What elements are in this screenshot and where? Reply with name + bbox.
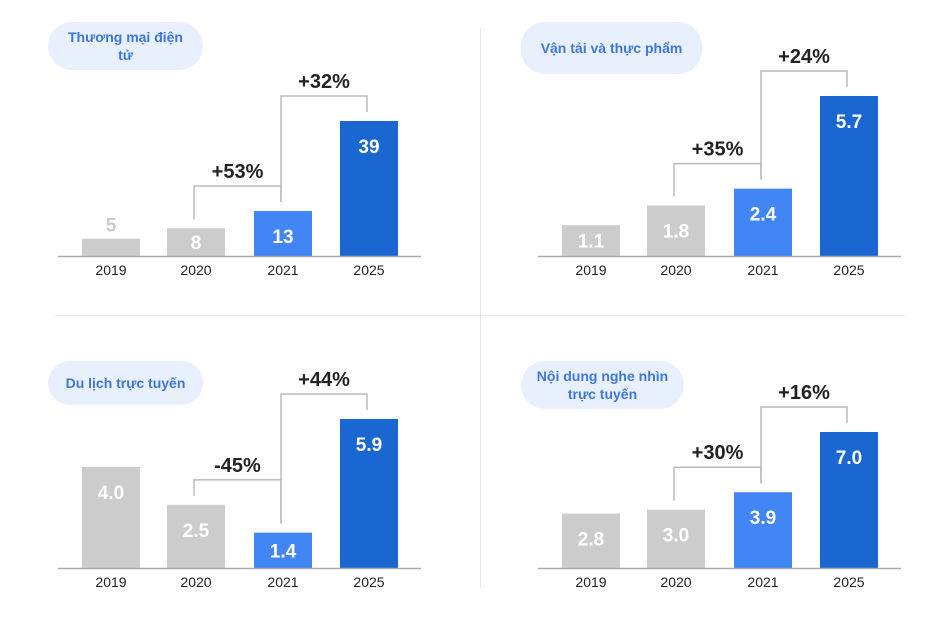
value-label-2025: 7.0: [836, 448, 862, 469]
growth-bracket-2021-2025: [280, 95, 368, 202]
tick-label-2020: 2020: [660, 262, 691, 278]
bar-2021: [254, 211, 312, 256]
chart-panel-ecommerce: Thương mại điện tử 5 8 13 39 2019 2020 2021 202…: [0, 0, 470, 312]
value-label-2020: 3.0: [663, 526, 689, 547]
bar-2019: [562, 225, 620, 256]
value-label-2021: 3.9: [750, 508, 776, 529]
value-label-2020: 2.5: [183, 521, 210, 542]
tick-label-2020: 2020: [660, 574, 691, 590]
value-label-2020: 8: [191, 233, 202, 254]
value-label-2021: 2.4: [750, 205, 777, 226]
value-label-2025: 39: [358, 137, 379, 158]
tick-label-2021: 2021: [267, 262, 298, 278]
chart-title-pill: Vận tải và thực phẩm: [521, 22, 702, 74]
growth-label-2021-2025: +32%: [298, 71, 350, 93]
bar-2019: [82, 238, 140, 256]
value-label-2021: 13: [272, 227, 293, 248]
value-label-2020: 1.8: [663, 221, 689, 242]
tick-label-2025: 2025: [353, 262, 384, 278]
tick-label-2020: 2020: [180, 574, 211, 590]
bar-2021: [734, 492, 792, 568]
growth-bracket-2021-2025: [280, 393, 368, 524]
chart-transport-food: 1.1 1.8 2.4 5.7 2019 2020 2021 2025 +35% +24%: [538, 46, 901, 278]
value-label-2019: 5: [106, 216, 117, 237]
vertical-divider: [480, 28, 481, 588]
tick-label-2020: 2020: [180, 262, 211, 278]
bar-2019: [82, 466, 140, 568]
growth-label-2021-2025: +16%: [778, 382, 830, 404]
growth-label-2020-2021: +30%: [692, 442, 744, 464]
tick-label-2025: 2025: [353, 574, 384, 590]
value-label-2019: 4.0: [98, 483, 124, 504]
value-label-2019: 2.8: [578, 530, 604, 551]
chart-title-pill: Du lịch trực tuyến: [48, 361, 203, 405]
chart-online-media: 2.8 3.0 3.9 7.0 2019 2020 2021 2025 +30% +16%: [538, 382, 901, 590]
growth-bracket-2021-2025: [760, 70, 848, 180]
bar-2020: [647, 509, 705, 568]
value-label-2025: 5.9: [356, 435, 382, 456]
bar-2020: [167, 228, 225, 256]
bar-2025: [820, 96, 878, 256]
tick-label-2021: 2021: [747, 574, 778, 590]
chart-panel-online-media: Nội dung nghe nhìn trực tuyến 2.8 3.0 3.9 7…: [480, 312, 943, 624]
tick-label-2019: 2019: [95, 262, 126, 278]
chart-online-travel: 4.0 2.5 1.4 5.9 2019 2020 2021 2025 -45% +44%: [58, 369, 421, 590]
bar-2021: [734, 188, 792, 256]
bar-2020: [647, 205, 705, 256]
bar-2020: [167, 504, 225, 568]
chart-title-pill: Nội dung nghe nhìn trực tuyến: [521, 361, 684, 409]
chart-ecommerce: 5 8 13 39 2019 2020 2021 2025 +53% +32%: [58, 71, 421, 278]
growth-bracket-2021-2025: [760, 406, 848, 484]
growth-label-2021-2025: +24%: [778, 46, 830, 68]
chart-title-pill: Thương mại điện tử: [48, 22, 203, 70]
tick-label-2019: 2019: [95, 574, 126, 590]
growth-label-2020-2021: -45%: [214, 455, 261, 477]
growth-label-2020-2021: +35%: [692, 139, 744, 161]
tick-label-2025: 2025: [833, 574, 864, 590]
bar-2019: [562, 513, 620, 568]
tick-label-2021: 2021: [747, 262, 778, 278]
tick-label-2019: 2019: [575, 574, 606, 590]
value-label-2025: 5.7: [836, 112, 862, 133]
bar-2025: [340, 419, 398, 568]
bar-2025: [340, 121, 398, 256]
horizontal-divider: [55, 315, 905, 316]
value-label-2021: 1.4: [270, 541, 297, 562]
tick-label-2025: 2025: [833, 262, 864, 278]
value-label-2019: 1.1: [578, 232, 605, 253]
growth-label-2020-2021: +53%: [212, 161, 264, 183]
chart-panel-transport-food: Vận tải và thực phẩm 1.1 1.8 2.4 5.7 2019 202…: [480, 0, 943, 312]
tick-label-2021: 2021: [267, 574, 298, 590]
tick-label-2019: 2019: [575, 262, 606, 278]
chart-panel-online-travel: Du lịch trực tuyến 4.0 2.5 1.4 5.9 2019 2020 2…: [0, 312, 470, 624]
bar-2025: [820, 432, 878, 568]
growth-label-2021-2025: +44%: [298, 369, 350, 391]
bar-2021: [254, 532, 312, 568]
